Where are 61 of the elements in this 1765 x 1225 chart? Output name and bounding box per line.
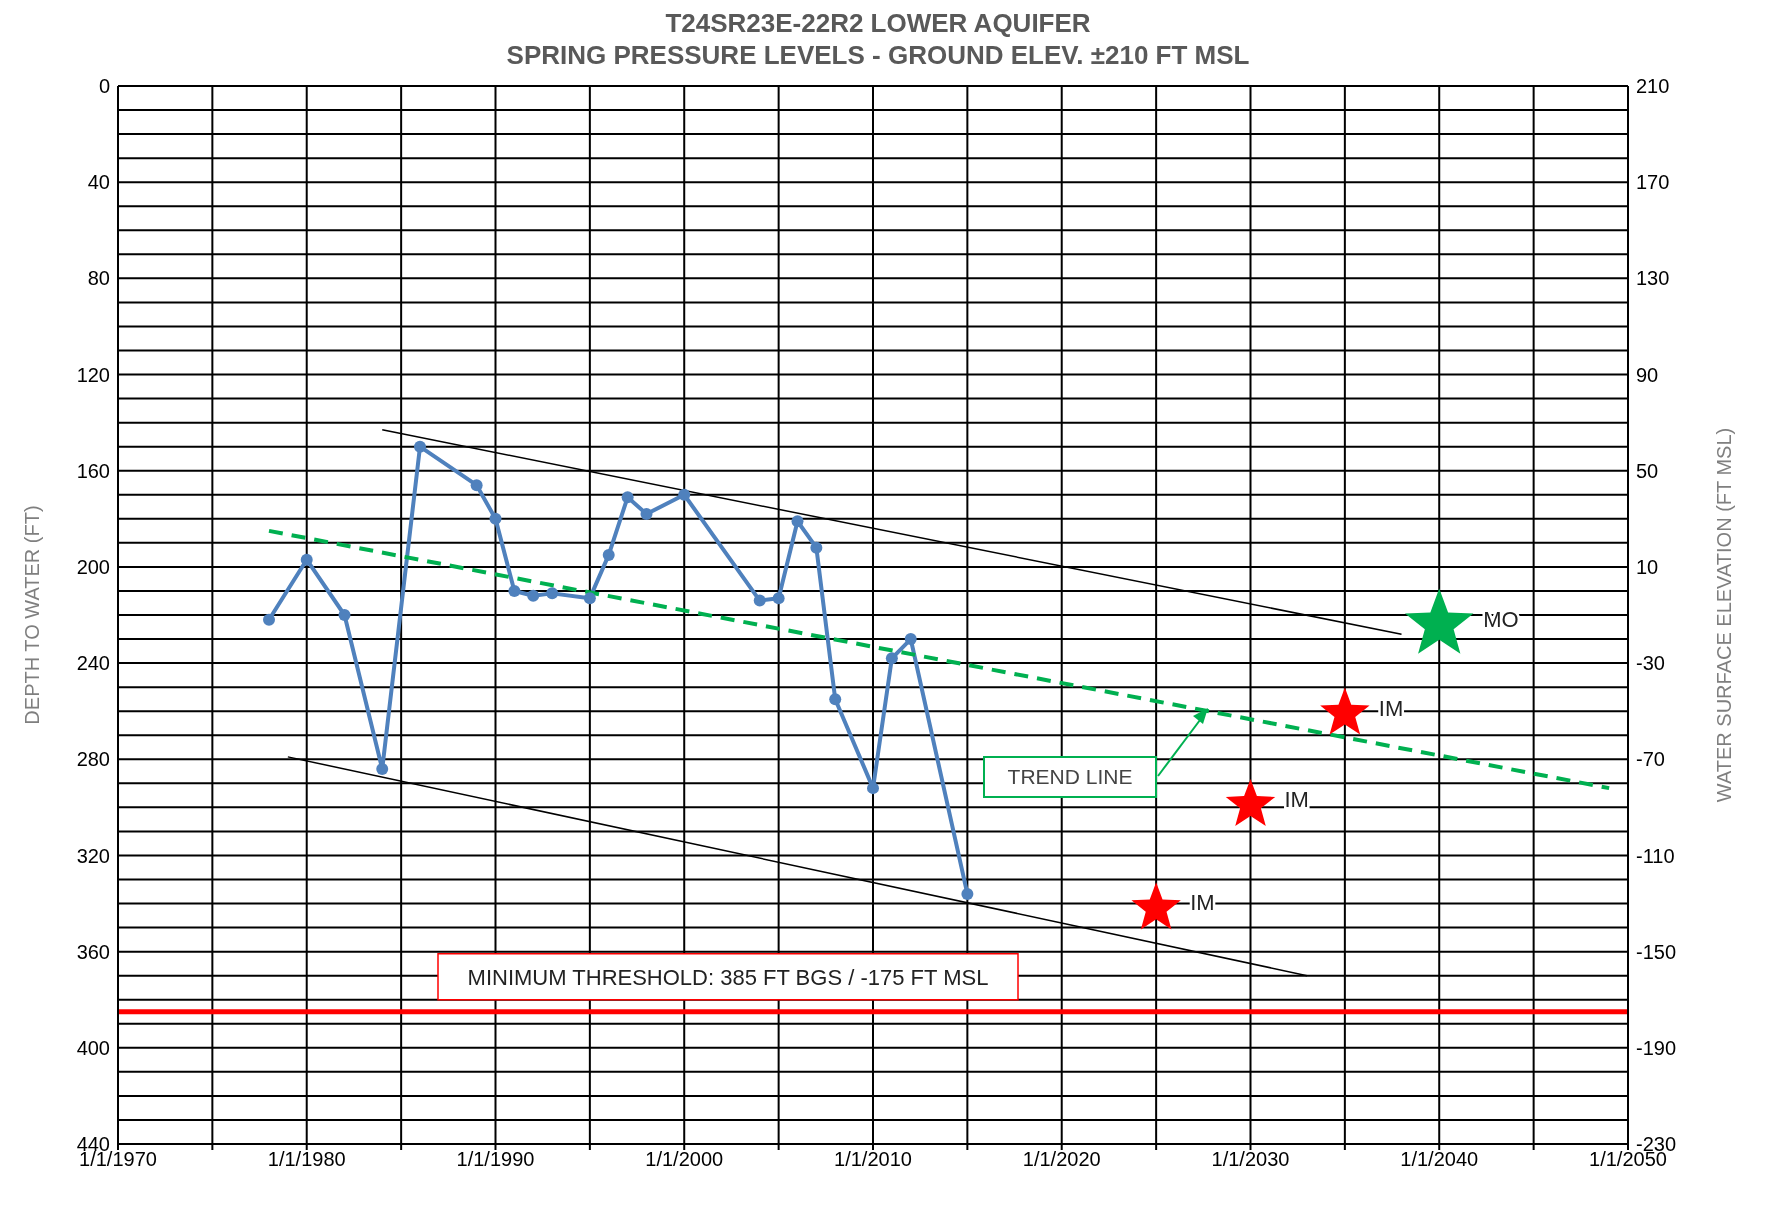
point	[527, 589, 540, 602]
point	[829, 693, 842, 706]
y2-tick-label: -150	[1636, 940, 1677, 963]
y2-tick-label: 170	[1636, 171, 1670, 194]
y2-tick-label: -110	[1636, 844, 1675, 867]
x-tick-label: 1/1/1980	[267, 1148, 346, 1171]
point	[640, 508, 653, 521]
y-tick-label: 40	[87, 171, 110, 194]
point	[602, 548, 615, 561]
y2-tick-label: 90	[1636, 363, 1659, 386]
point	[508, 584, 521, 597]
point	[489, 512, 502, 525]
point	[904, 633, 917, 646]
y2-tick-label: -190	[1636, 1036, 1677, 1059]
annotation: TREND LINE	[983, 756, 1157, 798]
x-tick-label: 1/1/2030	[1211, 1148, 1290, 1171]
point	[1131, 882, 1181, 930]
point	[546, 587, 559, 600]
point	[753, 594, 766, 607]
y-tick-label: 360	[76, 940, 110, 963]
point	[961, 887, 974, 900]
point	[810, 541, 823, 554]
text: IM	[1284, 786, 1309, 812]
point	[263, 613, 275, 626]
y2-tick-label: 130	[1636, 267, 1670, 290]
point	[470, 479, 483, 492]
chart-subtitle: SPRING PRESSURE LEVELS - GROUND ELEV. ±210 FT MSL	[505, 40, 1251, 72]
y2-tick-label: 50	[1636, 459, 1659, 482]
x-tick-label: 1/1/2010	[834, 1148, 912, 1171]
y2-tick-label: 10	[1636, 556, 1659, 579]
x-tick-label: 1/1/2020	[1022, 1148, 1101, 1171]
y2-tick-label: 210	[1636, 75, 1670, 98]
point	[772, 592, 785, 605]
point	[885, 652, 898, 665]
ref-line-label: MINIMUM THRESHOLD: 385 FT BGS / -175 FT MSL	[467, 964, 989, 990]
chart-title: T24SR23E-22R2 LOWER AQUIFER	[664, 8, 1092, 40]
point	[376, 762, 389, 775]
point	[791, 515, 804, 528]
y-tick-label: 320	[76, 844, 110, 867]
point	[414, 440, 426, 453]
y-tick-label: 120	[76, 363, 110, 386]
point	[621, 491, 634, 504]
x-tick-label: 1/1/2040	[1400, 1148, 1479, 1171]
y2-tick-label: -30	[1636, 652, 1665, 675]
point	[867, 782, 879, 795]
y-tick-label: 0	[98, 75, 110, 98]
y-tick-label: 240	[76, 652, 110, 675]
y2-tick-label: -70	[1636, 748, 1665, 771]
x-tick-label: 1/1/2000	[645, 1148, 724, 1171]
y-tick-label: 80	[87, 267, 110, 290]
point	[583, 592, 596, 605]
point	[338, 609, 351, 621]
y-tick-label: 400	[76, 1036, 110, 1059]
point	[678, 488, 691, 501]
y2-axis-title: WATER SURFACE ELEVATION (FT MSL)	[1713, 427, 1736, 803]
point	[300, 553, 313, 566]
x-tick-label: 1/1/1990	[456, 1148, 535, 1171]
y-tick-label: 200	[76, 556, 110, 579]
y-axis-title: DEPTH TO WATER (FT)	[21, 505, 44, 725]
y-tick-label: 160	[76, 459, 110, 482]
y-tick-label: 280	[76, 748, 110, 771]
